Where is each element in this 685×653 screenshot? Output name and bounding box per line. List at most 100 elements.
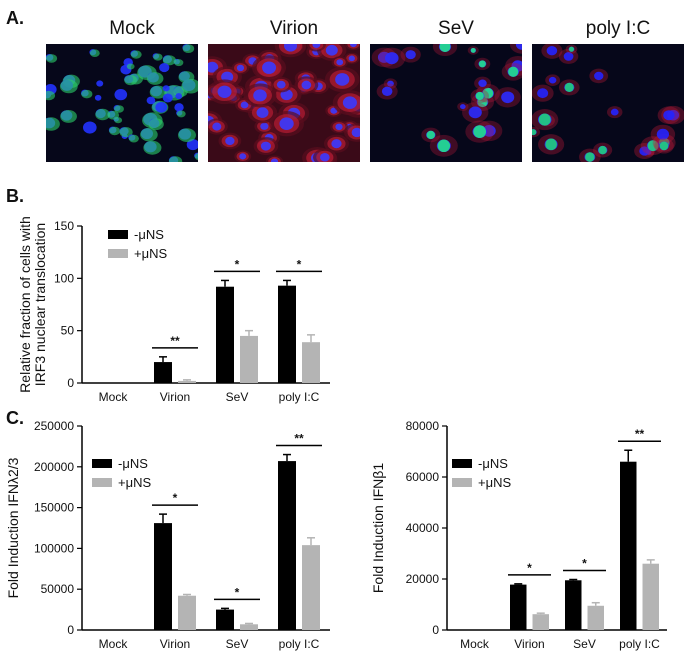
cell-stain: [46, 54, 58, 63]
y-tick-label: 50: [61, 324, 75, 338]
cell-stain: [140, 127, 158, 142]
bar: [216, 609, 234, 630]
cell-stain: [473, 125, 487, 138]
cell-nucleus: [639, 146, 650, 156]
cell-nucleus: [279, 117, 294, 130]
y-tick-label: 40000: [406, 521, 440, 535]
image-label-virion: Virion: [269, 18, 319, 39]
micrograph-virion: [208, 44, 360, 162]
significance-label: *: [235, 257, 240, 271]
cell-nucleus: [284, 44, 298, 52]
cell-nucleus: [270, 158, 279, 162]
bar: [302, 342, 320, 383]
cell-stain: [181, 78, 198, 94]
cell-nucleus: [262, 61, 277, 74]
cell-nucleus: [96, 80, 104, 87]
cell-stain: [168, 156, 183, 162]
y-tick-label: 100: [54, 271, 74, 285]
bar: [587, 605, 604, 630]
cell-stain: [143, 140, 162, 155]
cell-stain: [81, 89, 93, 99]
cell-nucleus: [478, 79, 487, 87]
cell-nucleus: [159, 62, 170, 73]
cell-nucleus: [212, 122, 222, 131]
cell-stain: [437, 139, 451, 153]
y-axis-title: Fold Induction IFNλ2/3: [5, 457, 21, 598]
cell-nucleus: [162, 85, 170, 92]
bar: [565, 580, 582, 630]
bar: [178, 595, 196, 630]
cell-stain: [568, 46, 575, 52]
cell-nucleus: [239, 153, 247, 160]
legend-swatch: [108, 249, 128, 258]
cell-nucleus: [501, 91, 515, 104]
cell-nucleus: [610, 108, 619, 116]
bar: [216, 286, 234, 383]
cell-nucleus: [656, 128, 670, 140]
cell-nucleus: [381, 86, 393, 97]
y-tick-label: 20000: [406, 572, 440, 586]
cell-stain: [95, 108, 111, 121]
bar: [154, 362, 172, 383]
cell-stain: [532, 129, 537, 136]
cell-nucleus: [276, 80, 286, 89]
cell-stain: [148, 118, 164, 131]
cell-stain: [119, 127, 133, 138]
cell-nucleus: [162, 93, 173, 103]
image-label-polyic: poly I:C: [585, 18, 651, 39]
bar: [240, 335, 258, 383]
cell-stain: [146, 72, 164, 85]
x-tick-label: Mock: [99, 390, 129, 404]
legend-swatch: [92, 459, 112, 468]
cell-nucleus: [208, 61, 219, 73]
x-tick-label: Virion: [160, 390, 190, 404]
cell-stain: [60, 109, 77, 123]
significance-label: *: [297, 257, 302, 271]
x-tick-label: Virion: [514, 637, 544, 651]
bar: [178, 380, 196, 383]
panel-c-letter: C.: [6, 408, 24, 428]
x-tick-label: Virion: [160, 637, 190, 651]
y-tick-label: 0: [67, 376, 74, 390]
micrograph-sev: [370, 44, 522, 162]
legend-label: -μNS: [118, 456, 148, 471]
cell-nucleus: [594, 71, 604, 81]
cell-stain: [126, 63, 135, 70]
x-tick-label: SeV: [573, 637, 596, 651]
bar: [620, 461, 637, 630]
panel-b-letter: B.: [6, 186, 24, 206]
cell-nucleus: [146, 96, 156, 105]
significance-label: **: [294, 432, 304, 446]
cell-stain: [545, 138, 557, 151]
cell-stain: [182, 44, 195, 54]
x-tick-label: Mock: [460, 637, 490, 651]
cell-stain: [89, 49, 100, 57]
cell-nucleus: [94, 94, 102, 101]
cell-stain: [109, 126, 121, 136]
cell-nucleus: [225, 136, 235, 146]
y-tick-label: 0: [432, 623, 439, 637]
micrograph-mock: [46, 44, 198, 162]
cell-stain: [162, 55, 176, 66]
cell-nucleus: [325, 44, 338, 56]
cell-nucleus: [537, 88, 549, 99]
cell-stain: [647, 140, 659, 152]
bar: [278, 461, 296, 630]
cell-nucleus: [335, 123, 343, 131]
cell-nucleus: [256, 107, 269, 118]
legend-swatch: [452, 478, 472, 487]
cell-nucleus: [546, 46, 558, 56]
y-tick-label: 200000: [34, 460, 74, 474]
bar: [240, 624, 258, 630]
cell-nucleus: [186, 139, 198, 151]
legend-swatch: [92, 478, 112, 487]
y-tick-label: 250000: [34, 419, 74, 433]
cell-nucleus: [468, 106, 482, 119]
x-tick-label: SeV: [226, 390, 249, 404]
cell-nucleus: [350, 44, 357, 48]
cell-stain: [439, 44, 451, 52]
x-tick-label: poly I:C: [279, 390, 320, 404]
cell-stain: [46, 117, 60, 131]
cell-stain: [659, 141, 669, 151]
